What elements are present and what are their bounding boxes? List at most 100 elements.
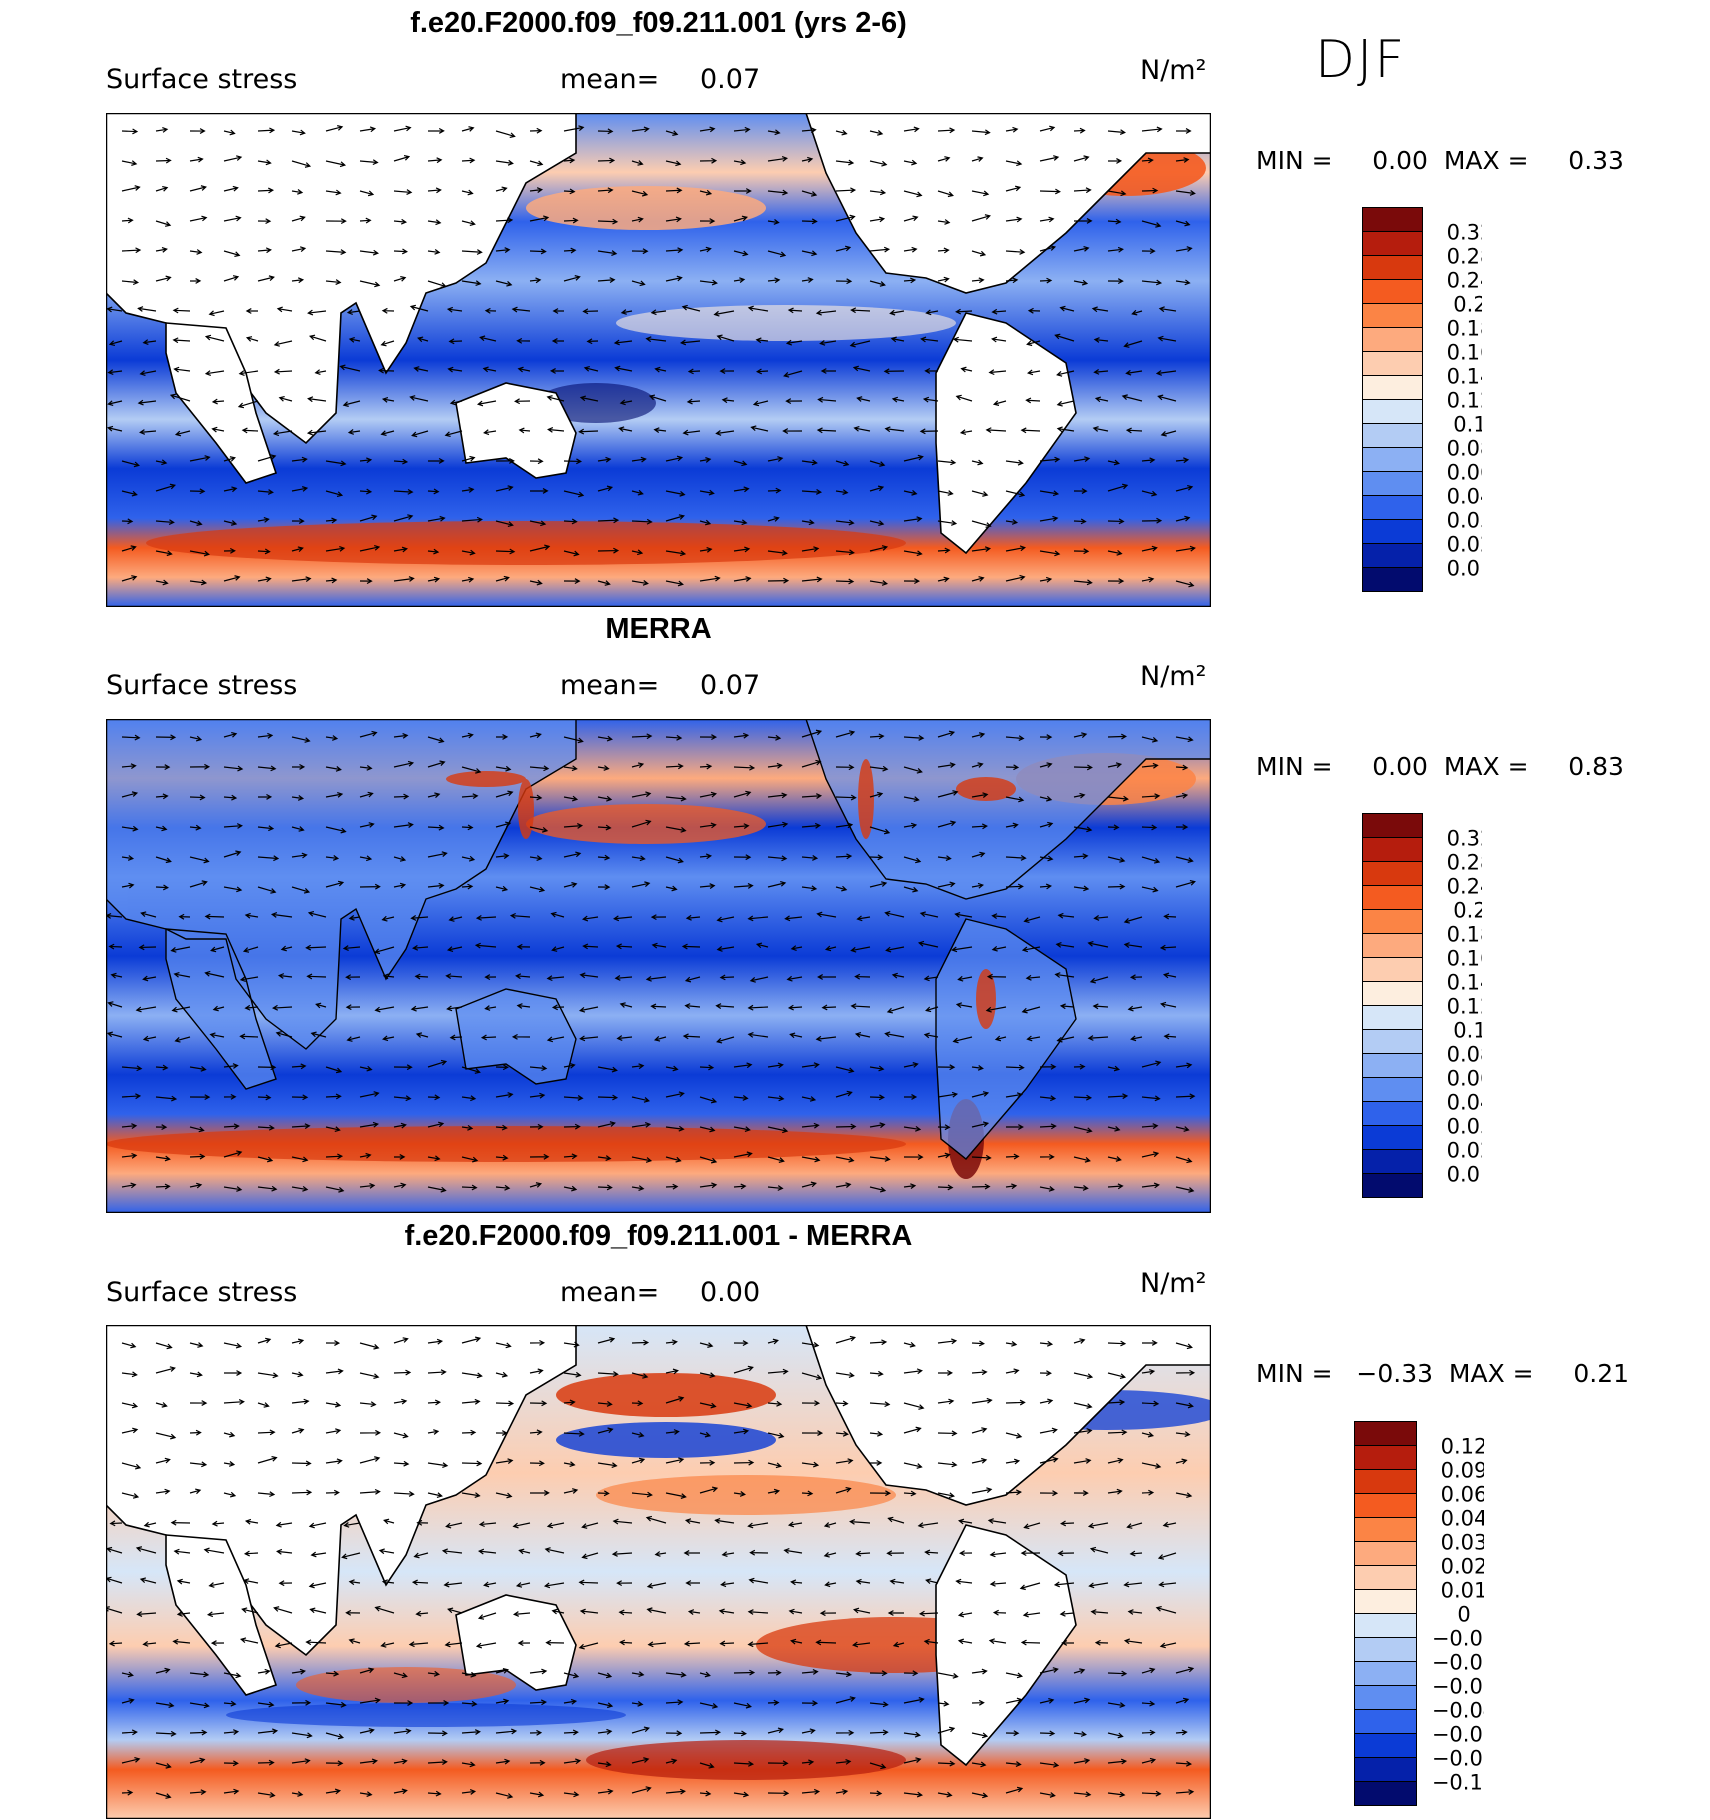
colorbar-swatch bbox=[1354, 1613, 1417, 1638]
colorbar-level-label: 0.04 bbox=[1441, 1507, 1484, 1531]
panel-2-max-label: MAX = bbox=[1443, 752, 1529, 781]
colorbar-level-label: 0.14 bbox=[1447, 971, 1482, 995]
colorbar-swatch bbox=[1362, 1077, 1423, 1102]
colorbar-level-label: −0.03 bbox=[1432, 1675, 1484, 1699]
colorbar-swatch bbox=[1362, 543, 1423, 568]
colorbar-swatch bbox=[1362, 1101, 1423, 1126]
panel-2-min-value: 0.00 bbox=[1372, 752, 1428, 781]
colorbar-level-label: 0.2 bbox=[1453, 293, 1482, 317]
panel-3-units: N/m² bbox=[1140, 1268, 1207, 1299]
colorbar-level-label: 0.32 bbox=[1447, 827, 1482, 851]
panel-2-colorbar: 0.320.280.240.20.180.160.140.120.10.080.… bbox=[1362, 813, 1482, 1198]
colorbar-level-label: 0.01 bbox=[1441, 1579, 1484, 1603]
colorbar-level-label: 0.2 bbox=[1453, 899, 1482, 923]
colorbar-swatch bbox=[1354, 1421, 1417, 1446]
colorbar-level-label: 0.18 bbox=[1447, 923, 1482, 947]
panel-3-mean-label: mean= bbox=[560, 1277, 660, 1308]
colorbar-swatch bbox=[1362, 885, 1423, 910]
colorbar-swatch bbox=[1354, 1517, 1417, 1542]
colorbar-level-label: 0.03 bbox=[1441, 1531, 1484, 1555]
colorbar-level-label: −0.01 bbox=[1432, 1627, 1484, 1651]
colorbar-level-label: 0.06 bbox=[1441, 1483, 1484, 1507]
panel-2-mean-value: 0.07 bbox=[700, 670, 761, 701]
panel-2-min-label: MIN = bbox=[1256, 752, 1333, 781]
colorbar-level-label: 0.03 bbox=[1447, 1115, 1482, 1139]
colorbar-swatch bbox=[1354, 1589, 1417, 1614]
colorbar-swatch bbox=[1362, 447, 1423, 472]
colorbar-swatch bbox=[1354, 1757, 1417, 1782]
colorbar-swatch bbox=[1362, 861, 1423, 886]
colorbar-level-label: 0.02 bbox=[1441, 1555, 1484, 1579]
colorbar-swatch bbox=[1362, 279, 1423, 304]
colorbar-level-label: 0.06 bbox=[1447, 461, 1482, 485]
colorbar-level-label: 0.09 bbox=[1441, 1459, 1484, 1483]
panel-3-min-label: MIN = bbox=[1256, 1359, 1333, 1388]
colorbar-level-label: 0.01 bbox=[1447, 1163, 1482, 1187]
panel-1-colorbar: 0.320.280.240.20.180.160.140.120.10.080.… bbox=[1362, 207, 1482, 592]
colorbar-swatch bbox=[1362, 351, 1423, 376]
colorbar-swatch bbox=[1362, 813, 1423, 838]
colorbar-swatch bbox=[1362, 255, 1423, 280]
panel-1-variable: Surface stress bbox=[106, 64, 298, 95]
colorbar-swatch bbox=[1362, 1029, 1423, 1054]
colorbar-swatch bbox=[1362, 933, 1423, 958]
panel-2-title: MERRA bbox=[605, 613, 712, 645]
panel-1-units: N/m² bbox=[1140, 55, 1207, 86]
colorbar-level-label: 0.28 bbox=[1447, 245, 1482, 269]
colorbar-swatch bbox=[1362, 495, 1423, 520]
panel-2-variable: Surface stress bbox=[106, 670, 298, 701]
colorbar-swatch bbox=[1354, 1637, 1417, 1662]
colorbar-level-label: 0.08 bbox=[1447, 1043, 1482, 1067]
colorbar-swatch bbox=[1362, 375, 1423, 400]
colorbar-level-label: 0.03 bbox=[1447, 509, 1482, 533]
colorbar-level-label: 0.24 bbox=[1447, 269, 1482, 293]
stress-vector-field bbox=[106, 1335, 1196, 1799]
panel-1-map bbox=[106, 113, 1211, 607]
panel-1-min-label: MIN = bbox=[1256, 146, 1333, 175]
colorbar-level-label: 0.16 bbox=[1447, 947, 1482, 971]
panel-1-max-value: 0.33 bbox=[1568, 146, 1624, 175]
colorbar-level-label: −0.12 bbox=[1432, 1771, 1484, 1795]
colorbar-swatch bbox=[1354, 1469, 1417, 1494]
colorbar-swatch bbox=[1362, 327, 1423, 352]
colorbar-swatch bbox=[1354, 1541, 1417, 1566]
colorbar-swatch bbox=[1362, 399, 1423, 424]
colorbar-swatch bbox=[1362, 957, 1423, 982]
colorbar-swatch bbox=[1354, 1661, 1417, 1686]
colorbar-level-label: 0.06 bbox=[1447, 1067, 1482, 1091]
stress-vector-field bbox=[106, 729, 1196, 1193]
colorbar-swatch bbox=[1362, 471, 1423, 496]
colorbar-swatch bbox=[1354, 1565, 1417, 1590]
colorbar-level-label: 0.1 bbox=[1453, 1019, 1482, 1043]
panel-1-minmax: MIN = 0.00 MAX = 0.33 bbox=[1256, 146, 1624, 175]
colorbar-level-label: 0.04 bbox=[1447, 1091, 1482, 1115]
colorbar-swatch bbox=[1362, 1005, 1423, 1030]
colorbar-level-label: 0.14 bbox=[1447, 365, 1482, 389]
colorbar-level-label: 0.02 bbox=[1447, 1139, 1482, 1163]
colorbar-swatch bbox=[1354, 1493, 1417, 1518]
panel-1-mean-value: 0.07 bbox=[700, 64, 761, 95]
colorbar-level-label: −0.02 bbox=[1432, 1651, 1484, 1675]
colorbar-level-label: 0.12 bbox=[1441, 1435, 1484, 1459]
panel-3-minmax: MIN = −0.33 MAX = 0.21 bbox=[1256, 1359, 1629, 1388]
colorbar-level-label: 0.02 bbox=[1447, 533, 1482, 557]
panel-2-mean-label: mean= bbox=[560, 670, 660, 701]
colorbar-level-label: 0.04 bbox=[1447, 485, 1482, 509]
panel-3-min-value: −0.33 bbox=[1356, 1359, 1434, 1388]
colorbar-swatch bbox=[1362, 837, 1423, 862]
colorbar-swatch bbox=[1362, 1125, 1423, 1150]
colorbar-swatch bbox=[1354, 1733, 1417, 1758]
panel-3-max-value: 0.21 bbox=[1573, 1359, 1630, 1388]
colorbar-level-label: 0.01 bbox=[1447, 557, 1482, 581]
colorbar-level-label: −0.04 bbox=[1432, 1699, 1484, 1723]
panel-2-units: N/m² bbox=[1140, 661, 1207, 692]
colorbar-swatch bbox=[1354, 1781, 1417, 1806]
colorbar-swatch bbox=[1362, 909, 1423, 934]
colorbar-level-label: 0.28 bbox=[1447, 851, 1482, 875]
colorbar-level-label: 0.32 bbox=[1447, 221, 1482, 245]
colorbar-level-label: 0.18 bbox=[1447, 317, 1482, 341]
colorbar-level-label: 0.08 bbox=[1447, 437, 1482, 461]
colorbar-swatch bbox=[1362, 1173, 1423, 1198]
colorbar-level-label: 0.12 bbox=[1447, 389, 1482, 413]
colorbar-swatch bbox=[1362, 207, 1423, 232]
